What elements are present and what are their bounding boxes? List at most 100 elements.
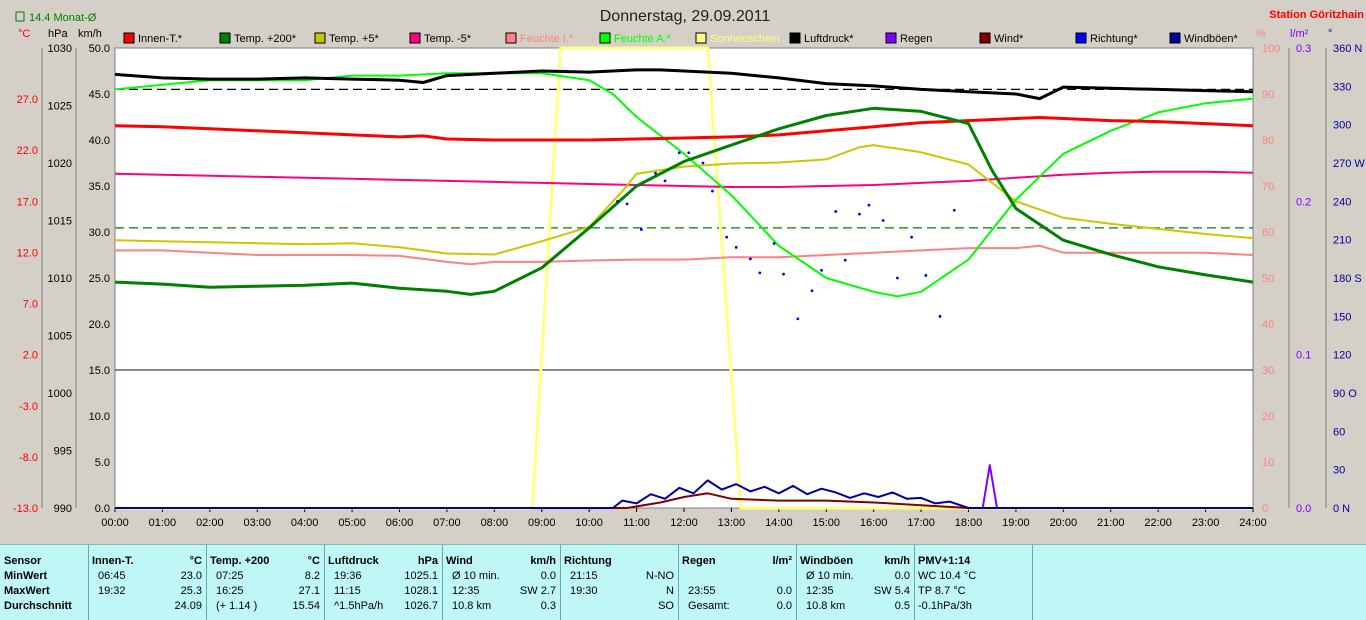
- y-tick-direction: 120: [1333, 350, 1351, 362]
- y-tick-direction: 240: [1333, 196, 1351, 208]
- row-label-max: MaxWert: [4, 585, 50, 597]
- table-cell-time: 12:35: [806, 585, 834, 597]
- table-cell-value: 27.1: [298, 585, 320, 597]
- table-cell-time: Ø 10 min.: [806, 570, 854, 582]
- x-tick-label: 03:00: [243, 517, 271, 529]
- table-cell-time: 06:45: [98, 570, 126, 582]
- series-richtung-point: [639, 228, 643, 231]
- y-tick-speed: 50.0: [89, 43, 110, 55]
- series-temp-200: [114, 106, 1254, 296]
- y-tick-humidity: 0: [1262, 503, 1268, 515]
- table-unit: hPa: [417, 555, 438, 567]
- y-tick-speed: 30.0: [89, 227, 110, 239]
- table-cell-time: [682, 570, 688, 582]
- table-col-pmv: PMV+1:14 WC 10.4 °C TP 8.7 °C -0.1hPa/3h: [914, 545, 1033, 620]
- x-tick-label: 16:00: [860, 517, 888, 529]
- x-tick-label: 24:00: [1239, 517, 1267, 529]
- table-cell-time: 23:55: [688, 585, 716, 597]
- legend-label: Regen: [900, 33, 932, 45]
- y-tick-pressure: 1005: [48, 331, 72, 343]
- table-cell-value: 0.3: [540, 600, 556, 612]
- legend-swatch: [599, 32, 611, 44]
- x-tick-label: 15:00: [812, 517, 840, 529]
- table-col-druck: Luftdruck hPa 19:36 1025.1 11:15 1028.1 ^1.5hP…: [324, 545, 443, 620]
- table-unit: l/m²: [772, 555, 792, 567]
- plot-area: [114, 47, 1254, 509]
- row-label-min: MinWert: [4, 570, 48, 582]
- y-tick-humidity: 80: [1262, 135, 1274, 147]
- table-cell: WC 10.4 °C: [918, 570, 977, 582]
- legend-label: Feuchte A.*: [614, 33, 672, 45]
- table-header: Temp. +200: [210, 555, 270, 567]
- table-col-regen: Regen l/m² 23:55 0.0 Gesamt: 0.0: [678, 545, 797, 620]
- row-label-avg: Durchschnitt: [4, 600, 72, 612]
- x-tick-label: 18:00: [955, 517, 983, 529]
- y-tick-speed: 20.0: [89, 319, 110, 331]
- table-cell-time: 11:15: [334, 585, 361, 597]
- table-col-richtung: Richtung 21:15 N-NO 19:30 N SO: [560, 545, 679, 620]
- x-tick-label: 02:00: [196, 517, 224, 529]
- series-richtung-point: [820, 268, 823, 272]
- y-tick-rain: 0.3: [1296, 43, 1311, 55]
- table-cell-value: 0.0: [776, 600, 792, 612]
- table-cell-time: 12:35: [452, 585, 480, 597]
- y-tick-speed: 5.0: [95, 457, 110, 469]
- series-richtung-point: [772, 242, 776, 245]
- y-tick-temp: -3.0: [19, 401, 38, 413]
- x-tick-label: 19:00: [1002, 517, 1030, 529]
- table-header: PMV+1:14: [918, 555, 971, 567]
- y-tick-direction: 270 W: [1333, 158, 1365, 170]
- table-cell-time: Gesamt:: [688, 600, 730, 612]
- table-header: Wind: [446, 555, 473, 567]
- y-tick-direction: 150: [1333, 311, 1351, 323]
- table-header: Richtung: [564, 555, 612, 567]
- table-cell-value: SW 5.4: [873, 585, 910, 597]
- weather-chart: Donnerstag, 29.09.2011 Station Göritzhain…: [13, 8, 1365, 529]
- y-tick-direction: 0 N: [1333, 503, 1350, 515]
- legend-label: Innen-T.*: [138, 33, 183, 45]
- legend-swatch: [219, 32, 231, 44]
- series-richtung-point: [725, 235, 729, 239]
- y-tick-pressure: 1020: [48, 158, 72, 170]
- y-tick-pressure: 995: [54, 446, 72, 458]
- y-tick-temp: -8.0: [19, 452, 38, 464]
- y-tick-speed: 25.0: [89, 273, 110, 285]
- legend-label: Temp. +5*: [329, 33, 380, 45]
- y-tick-speed: 45.0: [89, 89, 110, 101]
- x-tick-label: 01:00: [149, 517, 177, 529]
- y-tick-pressure: 1015: [48, 216, 72, 228]
- y-tick-direction: 330: [1333, 81, 1351, 93]
- x-tick-label: 17:00: [907, 517, 935, 529]
- series-richtung-point: [867, 203, 871, 207]
- unit-degree: °: [1328, 28, 1332, 40]
- y-tick-temp: 12.0: [17, 247, 38, 259]
- x-tick-label: 04:00: [291, 517, 319, 529]
- legend-label: Sonnenschein: [710, 33, 780, 45]
- table-header: Regen: [682, 555, 716, 567]
- y-tick-pressure: 990: [54, 503, 72, 515]
- series-richtung-point: [625, 202, 629, 206]
- table-col-temp200: Temp. +200 °C 07:25 8.2 16:25 27.1 (+ 1.14 ) 15…: [206, 545, 325, 620]
- x-tick-label: 20:00: [1050, 517, 1078, 529]
- legend-label: Richtung*: [1090, 33, 1138, 45]
- series-richtung-point: [858, 212, 861, 216]
- y-tick-humidity: 30: [1262, 365, 1274, 377]
- series-richtung-point: [677, 151, 681, 155]
- y-tick-direction: 210: [1333, 235, 1351, 247]
- table-cell-time: ^1.5hPa/h: [334, 600, 384, 612]
- series-feuchte-i: [115, 244, 1254, 266]
- y-tick-temp: 17.0: [17, 196, 38, 208]
- series-richtung-point: [782, 272, 785, 276]
- table-cell-time: (+ 1.14 ): [216, 600, 258, 612]
- unit-rain: l/m²: [1290, 28, 1309, 40]
- legend-label: Temp. -5*: [424, 33, 472, 45]
- table-cell-value: 0.5: [894, 600, 910, 612]
- table-cell: -0.1hPa/3h: [918, 600, 972, 612]
- table-unit: °C: [189, 555, 202, 567]
- y-tick-humidity: 50: [1262, 273, 1274, 285]
- legend-label: Temp. +200*: [234, 33, 297, 45]
- x-tick-label: 10:00: [575, 517, 603, 529]
- unit-hpa: hPa: [48, 28, 68, 40]
- table-cell-value: SO: [658, 600, 674, 612]
- table-cell-time: 19:36: [334, 570, 362, 582]
